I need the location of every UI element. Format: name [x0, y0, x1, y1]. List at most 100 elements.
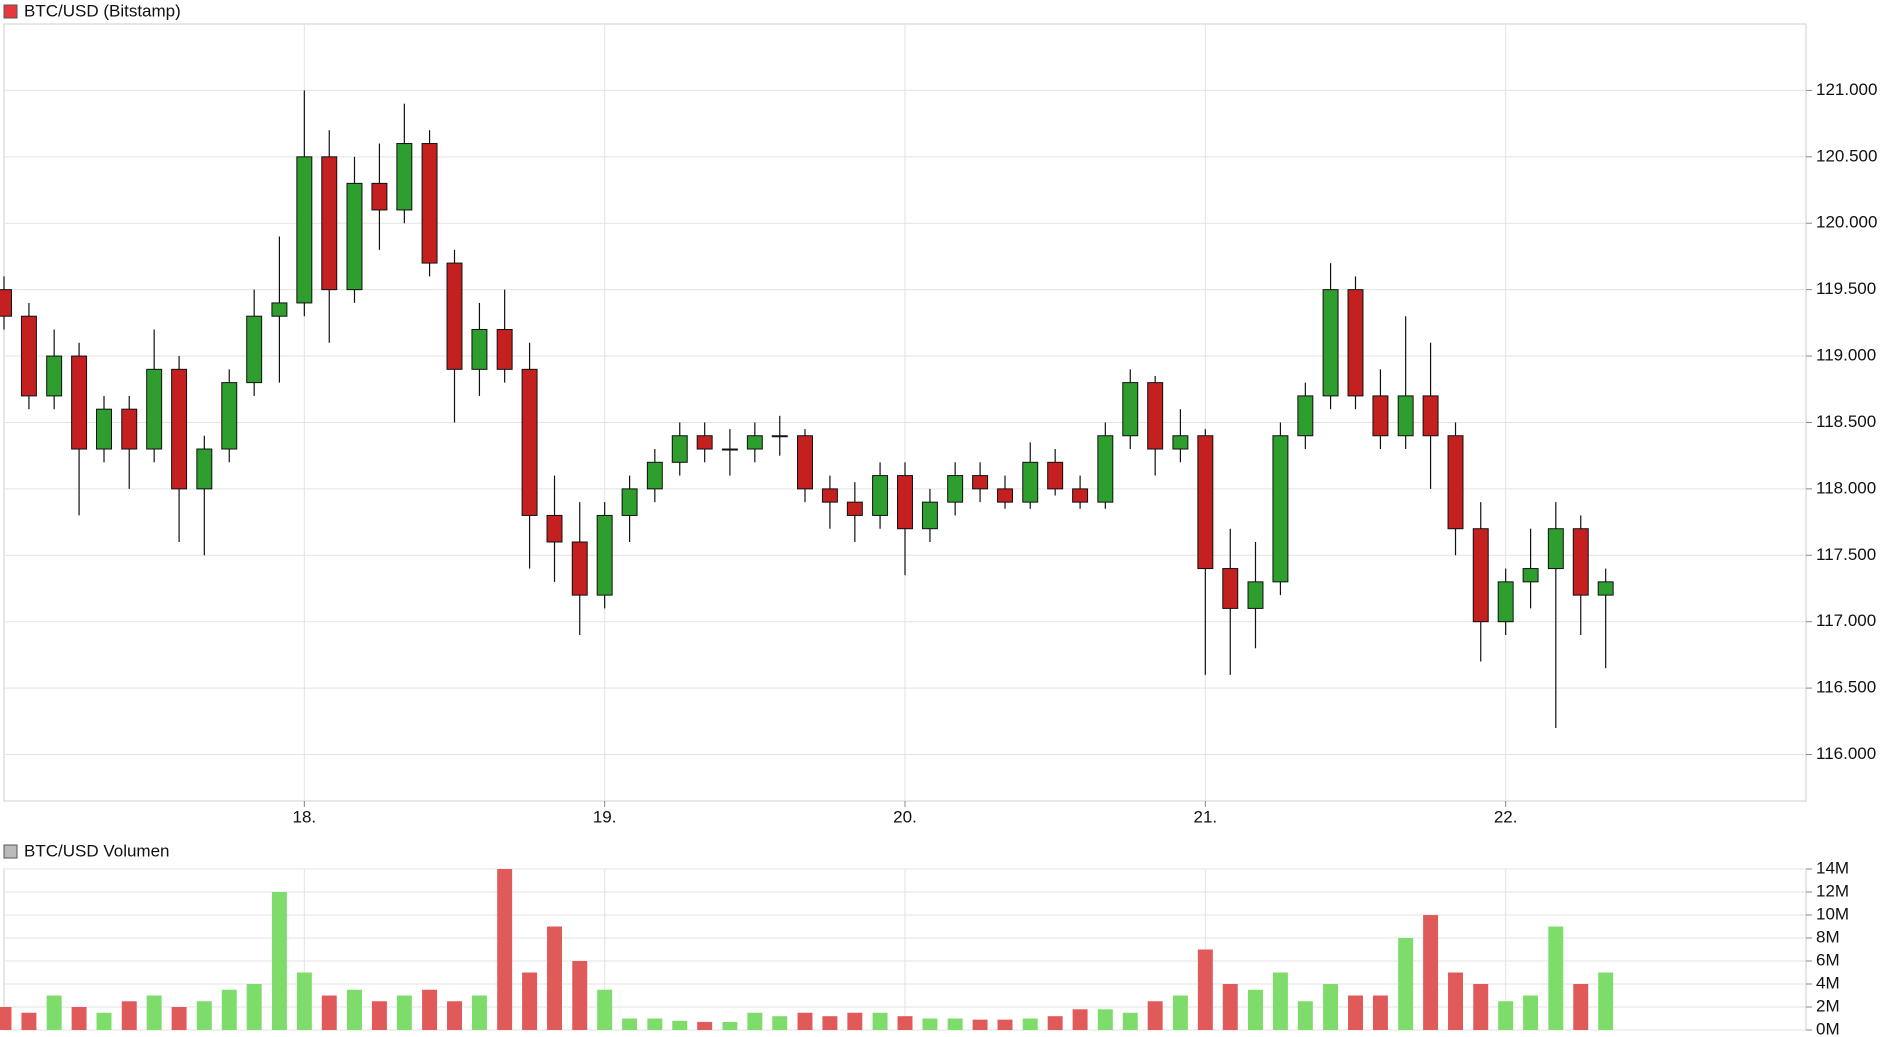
volume-bar	[396, 995, 412, 1030]
candle-body	[1222, 568, 1239, 609]
volume-bar	[697, 1021, 713, 1030]
candle-body	[471, 328, 488, 370]
volume-bar	[497, 869, 513, 1030]
candle-body	[1397, 395, 1414, 437]
candle-body	[1572, 528, 1589, 596]
y-tick-label: 119.000	[1816, 346, 1876, 365]
candle-body	[296, 156, 313, 304]
volume-bar	[997, 1019, 1013, 1030]
legend-swatch	[3, 4, 18, 19]
x-tick-label: 20.	[893, 807, 917, 826]
volume-bar	[121, 1001, 137, 1030]
volume-bar	[21, 1012, 37, 1030]
volume-bar	[572, 961, 588, 1030]
x-tick-label: 18.	[293, 807, 317, 826]
candle-body	[646, 461, 663, 490]
volume-bar	[246, 984, 262, 1030]
volume-bar	[1097, 1009, 1113, 1030]
y-tick-label: 117.000	[1816, 611, 1876, 630]
y-tick-label: 118.000	[1816, 478, 1876, 497]
y-tick-label: 8M	[1816, 927, 1840, 946]
volume-bar	[296, 972, 312, 1030]
volume-bar	[1147, 1001, 1163, 1030]
volume-bar	[146, 995, 162, 1030]
y-tick-label: 4M	[1816, 973, 1840, 992]
candle-body	[947, 475, 964, 503]
volume-bar	[1297, 1001, 1313, 1030]
candle-body	[421, 143, 438, 264]
candle-body	[1547, 528, 1564, 570]
candle-body	[1447, 435, 1464, 530]
candle-body	[721, 448, 738, 451]
volume-bar	[422, 989, 438, 1030]
candle-body	[972, 475, 989, 490]
candle-body	[671, 435, 688, 463]
volume-bar	[747, 1012, 763, 1030]
y-tick-label: 117.500	[1816, 545, 1876, 564]
volume-bar	[71, 1007, 87, 1030]
volume-bar	[321, 995, 337, 1030]
candle-body	[596, 514, 613, 596]
volume-bar	[847, 1012, 863, 1030]
y-tick-label: 118.500	[1816, 412, 1876, 431]
volume-bar	[1398, 938, 1414, 1030]
candle-body	[196, 448, 213, 490]
candle-body	[821, 488, 838, 503]
volume-bar	[196, 1001, 212, 1030]
candle-body	[496, 328, 513, 370]
candle-body	[746, 435, 763, 450]
candle-body	[1472, 528, 1489, 623]
candle-body	[1297, 395, 1314, 437]
candle-body	[1172, 435, 1189, 450]
volume-bar	[947, 1018, 963, 1030]
volume-bar	[96, 1012, 112, 1030]
candle-body	[1422, 395, 1439, 437]
candle-body	[1147, 382, 1164, 450]
y-tick-label: 12M	[1816, 881, 1849, 900]
candle-body	[0, 289, 12, 317]
volume-bar	[1523, 995, 1539, 1030]
candle-body	[446, 262, 463, 370]
y-tick-label: 120.000	[1816, 213, 1877, 232]
volume-bar	[922, 1018, 938, 1030]
candle-body	[1522, 568, 1539, 583]
volume-bar	[972, 1019, 988, 1030]
y-tick-label: 116.500	[1816, 678, 1876, 697]
volume-bar	[347, 989, 362, 1030]
volume-bar	[0, 1007, 12, 1030]
volume-bar	[1272, 972, 1288, 1030]
candle-body	[346, 182, 363, 291]
volume-bar	[371, 1001, 387, 1030]
volume-bar	[1348, 995, 1363, 1030]
candle-body	[1347, 289, 1364, 397]
candle-body	[321, 156, 338, 291]
candle-body	[171, 368, 188, 490]
volume-bar	[822, 1016, 838, 1030]
x-tick-label: 19.	[593, 807, 617, 826]
volume-bar	[1172, 995, 1188, 1030]
y-tick-label: 14M	[1816, 858, 1849, 877]
volume-bar	[1248, 989, 1263, 1030]
candle-body	[1597, 581, 1614, 596]
volume-bar	[1323, 984, 1339, 1030]
candle-body	[571, 541, 588, 596]
volume-bar	[271, 892, 287, 1030]
volume-bar	[46, 995, 62, 1030]
candle-body	[71, 355, 88, 450]
volume-bar	[447, 1001, 462, 1030]
volume-bar	[1372, 995, 1388, 1030]
volume-bar	[221, 989, 237, 1030]
candle-body	[897, 475, 913, 530]
candle-body	[621, 488, 638, 516]
volume-bar	[171, 1007, 187, 1030]
volume-bar	[797, 1012, 813, 1030]
candle-body	[1247, 581, 1264, 609]
y-tick-label: 2M	[1816, 996, 1840, 1015]
volume-title: BTC/USD Volumen	[24, 841, 170, 860]
volume-bar	[622, 1018, 638, 1030]
y-tick-label: 0M	[1816, 1019, 1840, 1037]
price-title: BTC/USD (Bitstamp)	[24, 1, 181, 20]
candle-body	[696, 435, 713, 450]
candle-body	[546, 514, 563, 543]
